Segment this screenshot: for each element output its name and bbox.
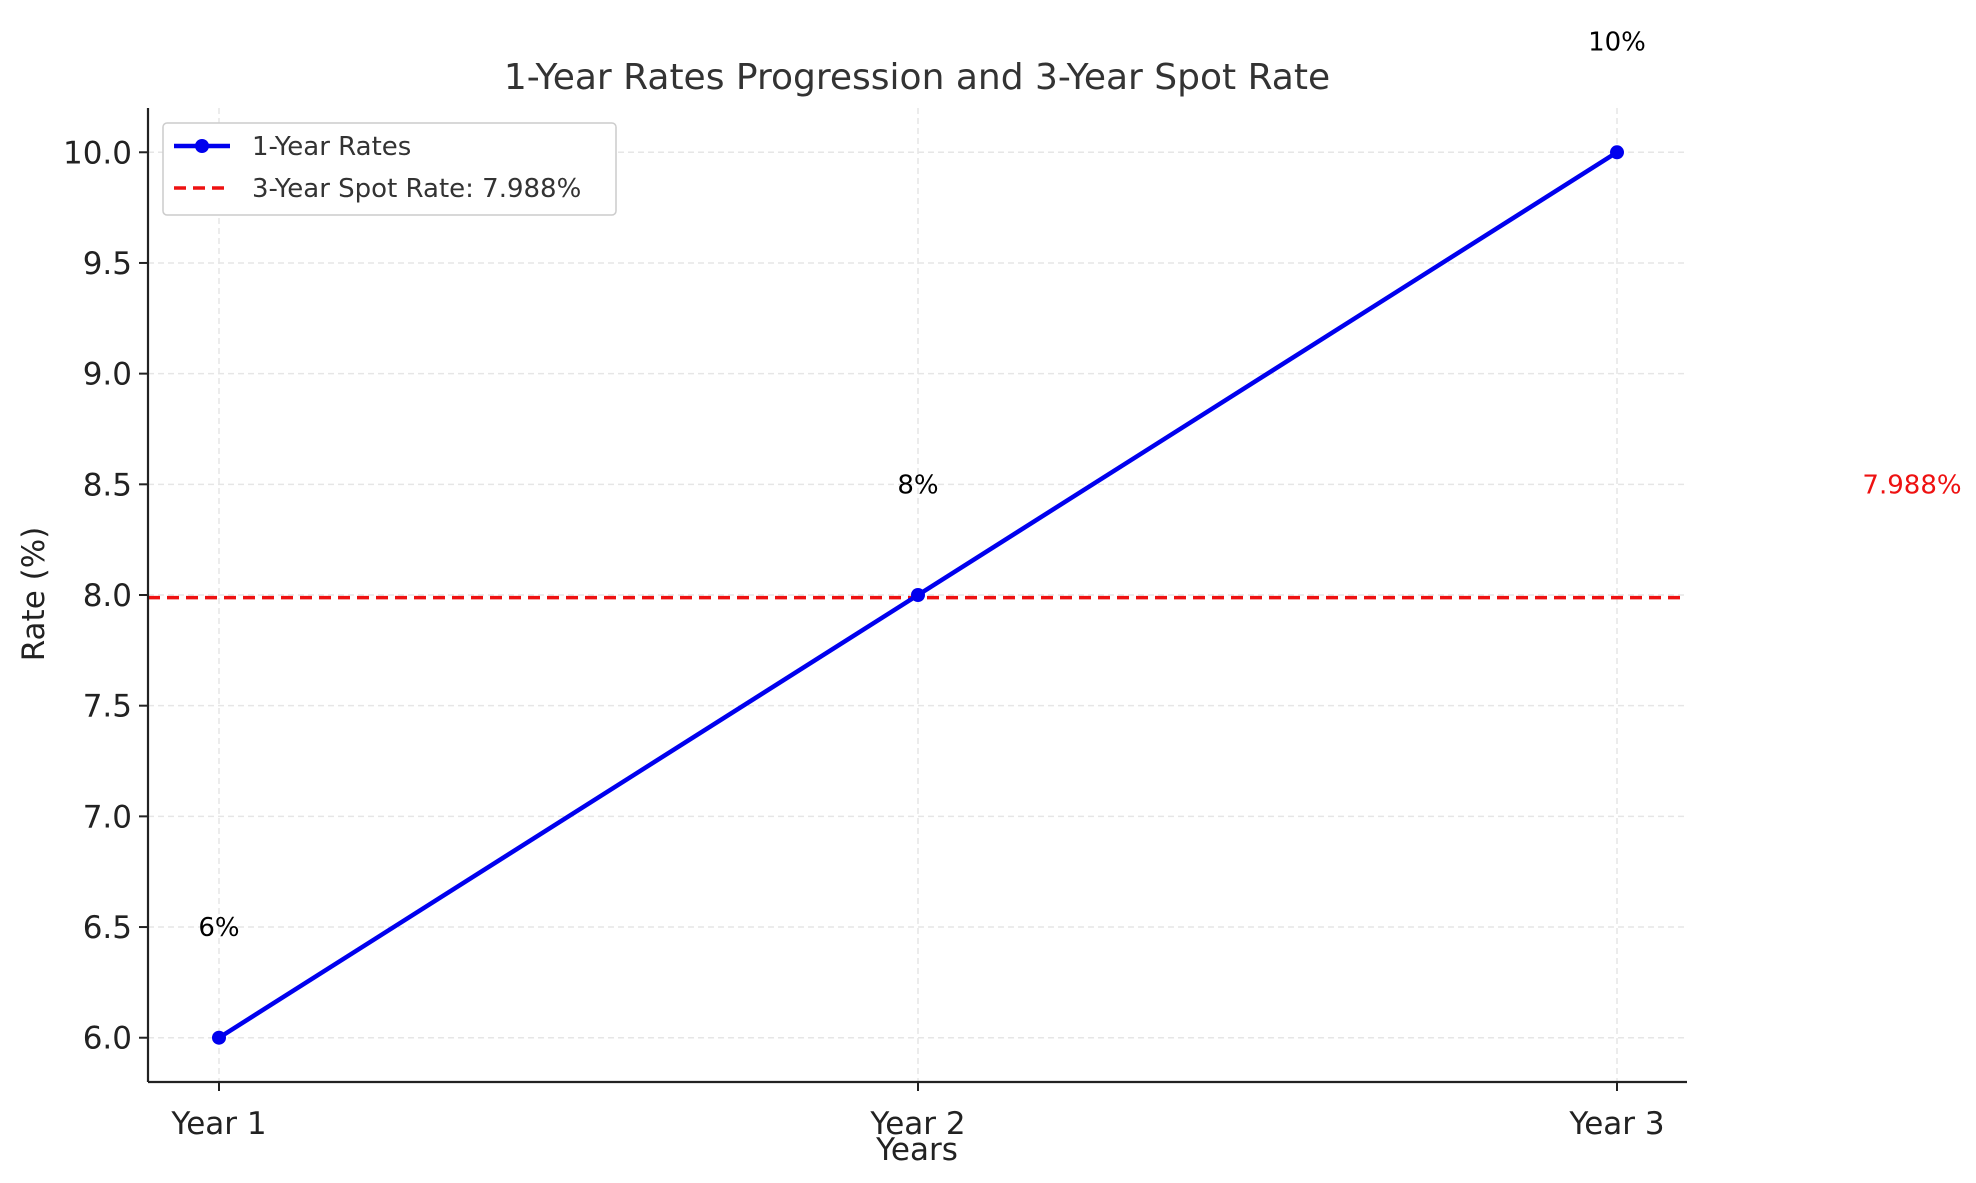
legend-label-spot-rate: 3-Year Spot Rate: 7.988% <box>252 174 581 204</box>
legend-box <box>162 122 617 216</box>
x-tick-label-0: Year 1 <box>170 1106 266 1142</box>
y-tick-label-1: 6.5 <box>83 910 132 946</box>
data-label-0-1: 8% <box>897 470 938 500</box>
x-tick-label-2: Year 3 <box>1568 1106 1664 1142</box>
chart-title: 1-Year Rates Progression and 3-Year Spot… <box>504 57 1330 98</box>
y-axis-label: Rate (%) <box>16 527 52 662</box>
axes <box>139 108 1687 1091</box>
data-label-0-0: 6% <box>198 913 239 943</box>
y-tick-label-3: 7.5 <box>83 689 132 725</box>
legend-swatch-marker-rates <box>195 139 209 153</box>
data-point-0-0 <box>212 1030 226 1045</box>
data-label-0-2: 10% <box>1588 28 1646 58</box>
series-group <box>212 145 1624 1045</box>
y-tick-label-5: 8.5 <box>83 467 132 503</box>
data-point-0-2 <box>1610 145 1624 160</box>
tick-labels: 6.0 6.5 7.0 7.5 8.0 8.5 9.0 9.5 10.0 Year 1 Year 2… <box>63 135 1665 1142</box>
y-tick-label-0: 6.0 <box>83 1021 132 1057</box>
grid <box>148 108 1687 1082</box>
legend-label-rates: 1-Year Rates <box>252 132 411 162</box>
y-tick-label-8: 10.0 <box>63 135 132 171</box>
y-tick-label-7: 9.5 <box>83 246 132 282</box>
x-tick-label-1: Year 2 <box>869 1106 965 1142</box>
legend: 1-Year Rates 3-Year Spot Rate: 7.988% <box>162 122 617 216</box>
data-point-0-1 <box>911 588 925 602</box>
x-axis-label: Years <box>875 1132 958 1168</box>
y-tick-label-2: 7.0 <box>83 799 132 835</box>
y-tick-label-6: 9.0 <box>83 357 132 393</box>
y-tick-label-4: 8.0 <box>83 578 132 614</box>
data-labels: 7.988% 6% 8% 10% <box>198 28 1961 943</box>
spot-rate-label: 7.988% <box>1862 470 1961 500</box>
